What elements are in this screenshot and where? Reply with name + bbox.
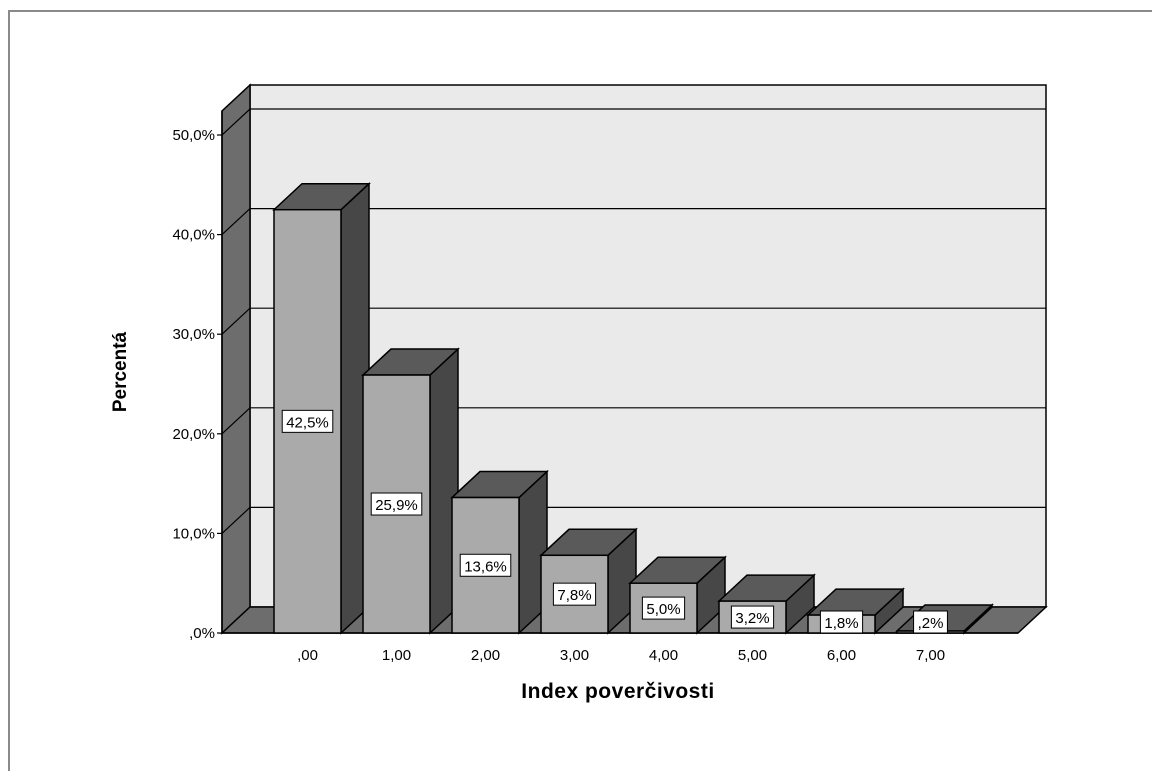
y-tick-label: 40,0%	[172, 227, 215, 244]
data-label-box	[730, 605, 775, 629]
data-label-text: 25,9%	[375, 497, 418, 514]
gridline	[221, 407, 1046, 435]
bar	[272, 181, 371, 635]
data-label: 7,8%	[552, 582, 597, 606]
y-tick-label: 20,0%	[172, 426, 215, 443]
y-axis: ,0% 10,0% 20,0% 30,0% 40,0% 50,0%	[172, 111, 1018, 642]
gridline	[221, 506, 1046, 534]
data-label: 1,8%	[819, 610, 864, 634]
y-tick-label: 50,0%	[172, 127, 215, 144]
data-label-text: ,2%	[918, 615, 944, 632]
bar	[717, 573, 816, 635]
gridlines	[221, 108, 1046, 534]
y-tick-label: 10,0%	[172, 525, 215, 542]
x-tick-label: 6,00	[827, 647, 856, 664]
data-label: 42,5%	[281, 409, 334, 433]
x-tick-label: 4,00	[649, 647, 678, 664]
data-label-text: 7,8%	[557, 587, 591, 604]
data-label-box	[459, 553, 512, 577]
data-label: 13,6%	[459, 553, 512, 577]
bar	[539, 527, 638, 635]
bar	[628, 555, 727, 635]
bars: 42,5% 25,9% 13,6% 7,8% 5,0% 3,2% 1,8% ,2%	[272, 181, 994, 635]
data-label-text: 3,2%	[735, 610, 769, 627]
data-label-text: 1,8%	[824, 615, 858, 632]
side-wall	[221, 83, 251, 635]
x-tick-label: 2,00	[471, 647, 500, 664]
gridline	[221, 108, 1046, 136]
gridline	[221, 307, 1046, 335]
data-label: 25,9%	[370, 492, 423, 516]
y-tick-label: 30,0%	[172, 326, 215, 343]
data-label-box	[819, 610, 864, 634]
x-axis: ,00 1,00 2,00 3,00 4,00 5,00 6,00 7,00	[297, 647, 945, 664]
data-label-box	[370, 492, 423, 516]
data-label-text: 42,5%	[286, 414, 329, 431]
bar-front	[629, 582, 698, 634]
data-label: 5,0%	[641, 596, 686, 620]
data-label: ,2%	[913, 610, 948, 634]
y-axis-title: Percentá	[110, 331, 131, 412]
x-tick-label: 5,00	[738, 647, 767, 664]
x-tick-label: 3,00	[560, 647, 589, 664]
x-tick-label: 7,00	[916, 647, 945, 664]
x-axis-title: Index poverčivosti	[521, 680, 714, 703]
bar	[450, 469, 549, 635]
data-label-box	[552, 582, 597, 606]
bar	[361, 347, 460, 635]
y-tick-label: ,0%	[189, 625, 215, 642]
data-label-box	[281, 409, 334, 433]
data-label-text: 5,0%	[646, 601, 680, 618]
data-label-box	[641, 596, 686, 620]
x-tick-label: ,00	[297, 647, 318, 664]
data-label-box	[913, 610, 948, 634]
gridline	[221, 208, 1046, 236]
x-tick-label: 1,00	[382, 647, 411, 664]
data-label-text: 13,6%	[464, 558, 507, 575]
data-label: 3,2%	[730, 605, 775, 629]
